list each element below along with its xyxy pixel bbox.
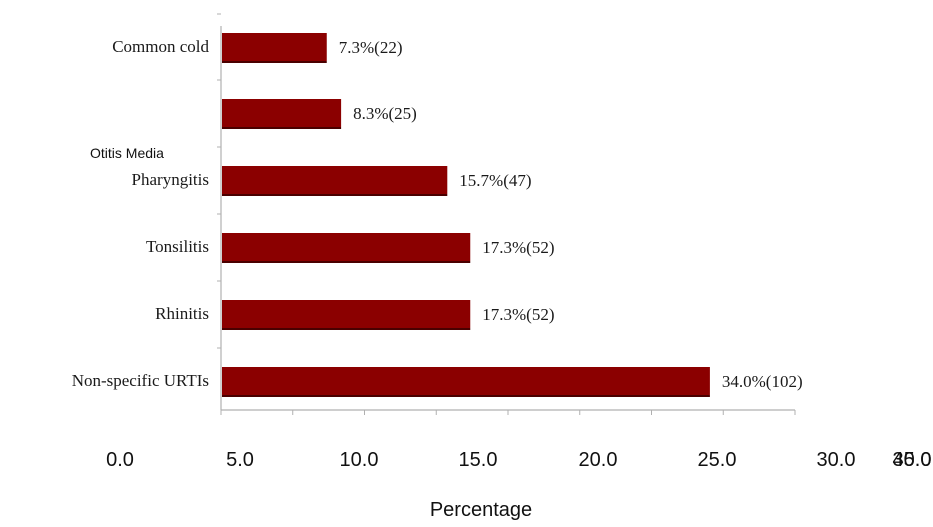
x-tick-label: 15.0: [459, 449, 498, 471]
x-axis-title: Percentage: [430, 499, 532, 521]
x-tick-label: 35.0: [893, 449, 932, 471]
bars-layer: [222, 33, 710, 397]
data-label: 7.3%(22): [339, 38, 403, 57]
x-tick-label: 30.0: [817, 449, 856, 471]
x-tick-label: 25.0: [698, 449, 737, 471]
bar: [222, 367, 710, 395]
axis-layer: [217, 13, 796, 415]
x-tick-label: 5.0: [226, 449, 254, 471]
bar: [222, 233, 471, 261]
data-label: 17.3%(52): [482, 238, 554, 257]
category-label: Rhinitis: [155, 304, 209, 323]
bar: [222, 166, 448, 194]
x-tick-label: 10.0: [340, 449, 379, 471]
data-label: 8.3%(25): [353, 104, 417, 123]
x-tick-label: 20.0: [579, 449, 618, 471]
x-tick-label: 0.0: [106, 449, 134, 471]
data-label: 17.3%(52): [482, 305, 554, 324]
category-label: Non-specific URTIs: [72, 371, 209, 390]
data-label: 34.0%(102): [722, 372, 803, 391]
x-tick-label: 40.0: [893, 449, 932, 471]
category-label: Pharyngitis: [132, 170, 209, 189]
bar: [222, 99, 342, 127]
otitis-media-annotation: Otitis Media: [90, 145, 164, 161]
labels-layer: 0.0 5.0 10.0 15.0 20.0 25.0 30.0 35.040.0 Common…: [72, 37, 932, 471]
category-label: Common cold: [112, 37, 209, 56]
bar: [222, 33, 327, 61]
data-label: 15.7%(47): [459, 171, 531, 190]
bar: [222, 300, 471, 328]
category-label: Tonsilitis: [146, 237, 209, 256]
